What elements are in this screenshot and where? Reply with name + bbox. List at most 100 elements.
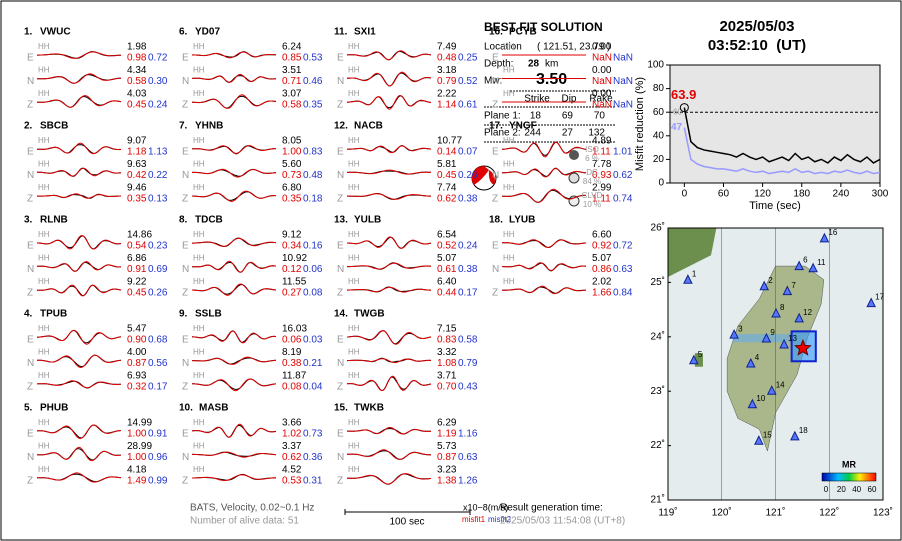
colorbar-tick: 40: [852, 485, 861, 494]
misfit1: 0.45: [127, 100, 147, 111]
misfit1: 0.48: [437, 53, 457, 64]
station-num: 10.: [179, 403, 193, 414]
component: E: [27, 53, 34, 64]
station-name: TDCB: [195, 215, 223, 226]
amplitude: 7.74: [437, 183, 457, 194]
station-label: 5: [698, 350, 703, 359]
amplitude: 3.51: [282, 65, 302, 76]
misfit2: 0.35: [303, 100, 323, 111]
amplitude: 8.19: [282, 347, 302, 358]
amplitude: 6.93: [127, 371, 147, 382]
component: Z: [182, 382, 188, 393]
station-num: 17.: [489, 121, 503, 132]
amplitude: 4.34: [127, 65, 147, 76]
station-num: 3.: [24, 215, 33, 226]
component: Z: [337, 382, 343, 393]
component: N: [182, 264, 189, 275]
station-num: 18.: [489, 215, 503, 226]
component: Z: [27, 382, 33, 393]
table-header: Rake: [589, 94, 613, 105]
amplitude: 5.81: [437, 159, 457, 170]
misfit1: 0.79: [437, 76, 457, 87]
instrument: HH: [193, 160, 205, 169]
misfit1: 1.49: [127, 476, 147, 487]
misfit2: 1.01: [613, 147, 633, 158]
misfit2: NaN: [613, 53, 633, 64]
misfit2: 0.69: [148, 264, 168, 275]
series-line: [683, 127, 881, 175]
component: E: [337, 335, 344, 346]
misfit1: 0.08: [282, 382, 302, 393]
station-label: 18: [799, 426, 808, 435]
misfit1: 0.14: [437, 147, 457, 158]
misfit1: 0.87: [437, 452, 457, 463]
component: N: [337, 264, 344, 275]
amplitude: 3.66: [282, 418, 302, 429]
instrument: HH: [503, 42, 515, 51]
component: Z: [27, 476, 33, 487]
waveform-synthetic: [192, 237, 277, 247]
station-marker: [766, 385, 777, 395]
station-name: MASB: [199, 403, 228, 414]
instrument: HH: [193, 348, 205, 357]
value-label: 63.9: [671, 87, 696, 102]
station-name: YULB: [354, 215, 381, 226]
component-pct: 6 %: [585, 154, 599, 163]
instrument: HH: [348, 418, 360, 427]
waveform-synthetic: [36, 234, 122, 250]
instrument: HH: [38, 136, 50, 145]
amplitude: 9.12: [282, 230, 302, 241]
waveform-synthetic: [37, 95, 122, 108]
instrument: HH: [503, 160, 515, 169]
label: Location: [484, 42, 522, 53]
station-num: 6.: [179, 27, 188, 38]
instrument: HH: [193, 230, 205, 239]
beachball-fill: [471, 165, 495, 185]
table-header: Strike: [524, 94, 550, 105]
misfit2: 0.48: [303, 170, 323, 181]
lon-label: 122˚: [819, 507, 839, 519]
mainland: [668, 228, 717, 277]
amplitude: 3.18: [437, 65, 457, 76]
amplitude: 5.73: [437, 441, 457, 452]
component: Z: [182, 100, 188, 111]
amplitude: 6.86: [127, 253, 147, 264]
misfit2: 0.30: [148, 76, 168, 87]
component: N: [337, 452, 344, 463]
station-name: YNGF: [509, 121, 537, 132]
plane-value: 18: [530, 111, 542, 122]
unit: x10−8(m/s): [463, 502, 508, 512]
plane-label: Plane 1:: [484, 111, 521, 122]
component: N: [27, 358, 34, 369]
misfit1: 0.12: [282, 264, 302, 275]
station-name: LYUB: [509, 215, 535, 226]
amplitude: 6.40: [437, 277, 457, 288]
waveform-synthetic: [36, 261, 122, 272]
misfit1: 1.38: [437, 476, 457, 487]
misfit2: 0.72: [613, 241, 633, 252]
misfit1: 0.52: [437, 241, 457, 252]
waveform-synthetic: [501, 262, 587, 272]
misfit2: 0.38: [458, 264, 478, 275]
misfit1: 1.00: [127, 429, 147, 440]
misfit2: 0.24: [458, 241, 478, 252]
amplitude: 4.03: [127, 89, 147, 100]
misfit2: misfit2: [488, 515, 512, 524]
misfit1: 0.71: [282, 76, 302, 87]
station-label: 6: [803, 256, 808, 265]
lon-label: 120˚: [712, 507, 732, 519]
waveform-synthetic: [36, 380, 122, 389]
misfit1: 0.44: [437, 288, 457, 299]
instrument: HH: [503, 254, 515, 263]
instrument: HH: [503, 136, 515, 145]
waveform-synthetic: [191, 94, 277, 109]
plot-bg: [669, 64, 881, 184]
misfit1: 1.08: [437, 358, 457, 369]
waveform-synthetic: [192, 73, 277, 83]
waveform-synthetic: [502, 239, 587, 248]
colorbar-title: MR: [842, 459, 856, 469]
misfit1: 0.70: [437, 382, 457, 393]
misfit2: 0.26: [458, 170, 478, 181]
misfit2: 1.16: [458, 429, 478, 440]
waveform-synthetic: [346, 50, 432, 61]
